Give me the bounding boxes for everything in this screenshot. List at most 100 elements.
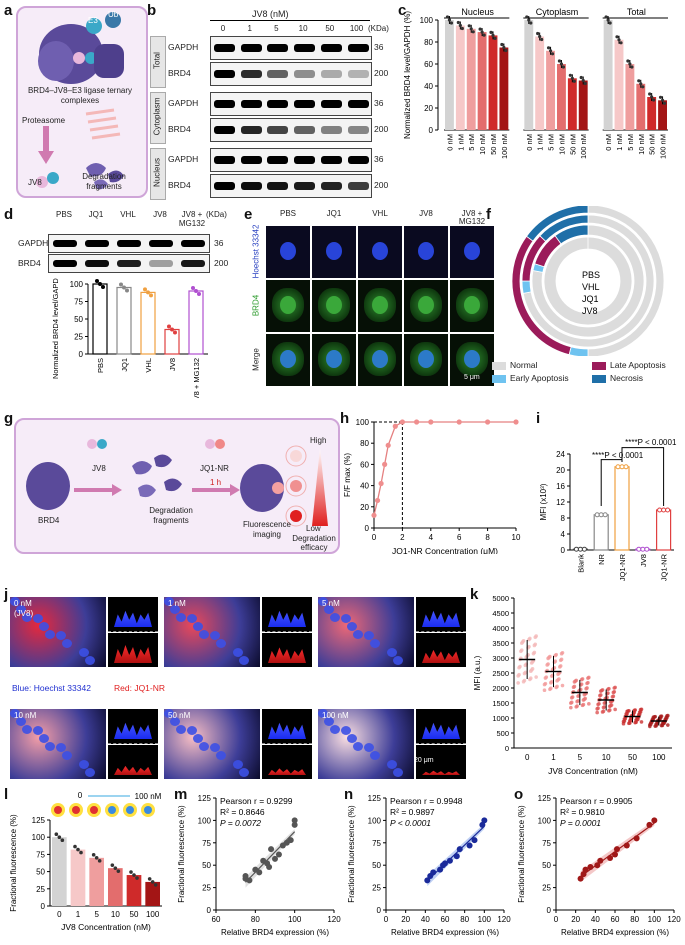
data-point bbox=[534, 675, 538, 679]
data-point bbox=[548, 687, 552, 692]
data-point bbox=[374, 497, 381, 504]
tile-label: 1 nM bbox=[168, 599, 186, 608]
micro-tile: 50 nM bbox=[164, 709, 260, 779]
data-point bbox=[579, 677, 584, 682]
legend-f: Normal Late Apoptosis Early Apoptosis Necro… bbox=[492, 360, 684, 396]
data-point bbox=[129, 870, 133, 874]
legend-blue: Blue: Hoechst 33342 bbox=[12, 683, 91, 693]
nucleus bbox=[341, 726, 351, 735]
imaging-label-g: Fluorescence imaging bbox=[242, 520, 292, 539]
surface-red bbox=[262, 745, 312, 779]
x-tick-label: 40 bbox=[421, 915, 430, 924]
conc-row-b: 0 1 5 10 50 100 bbox=[210, 24, 370, 36]
x-tick-label: 60 bbox=[212, 915, 221, 924]
heat-core bbox=[90, 806, 98, 814]
x-tick-label: 10 bbox=[512, 533, 521, 542]
bar bbox=[466, 28, 476, 130]
conc-label: 50 bbox=[325, 24, 335, 33]
nucleus bbox=[372, 296, 388, 314]
data-point bbox=[546, 46, 551, 50]
x-axis-label: Relative BRD4 expression (%) bbox=[221, 928, 329, 937]
section-label: Total bbox=[152, 52, 162, 69]
nucleus bbox=[330, 613, 340, 622]
data-point bbox=[471, 30, 475, 34]
donut-segment bbox=[531, 224, 645, 338]
x-tick-label: 100 nM bbox=[500, 134, 509, 159]
blot-band bbox=[240, 70, 262, 78]
micro-image bbox=[404, 334, 448, 386]
data-point bbox=[606, 18, 610, 22]
data-point bbox=[581, 546, 587, 552]
nucleus bbox=[56, 743, 66, 752]
data-point bbox=[456, 20, 460, 25]
y-tick-label: 0 bbox=[377, 906, 382, 915]
y-tick-label: 75 bbox=[542, 839, 551, 848]
data-point bbox=[382, 461, 388, 467]
fragments-label-a: Degradation fragments bbox=[82, 172, 126, 191]
scale-bar-label: 20 μm bbox=[414, 757, 434, 764]
data-point bbox=[458, 23, 462, 28]
data-point bbox=[113, 866, 118, 870]
y-tick-label: 4500 bbox=[492, 609, 509, 618]
protein-label: BRD4 bbox=[168, 180, 191, 190]
nucleus bbox=[330, 725, 340, 734]
data-point bbox=[579, 75, 583, 80]
data-point bbox=[447, 18, 452, 22]
y-tick-label: 20 bbox=[556, 466, 565, 475]
panel-h-label: h bbox=[340, 410, 350, 427]
y-tick-label: 50 bbox=[372, 861, 381, 870]
data-point bbox=[600, 710, 605, 714]
nucleus bbox=[233, 648, 243, 657]
bar bbox=[92, 283, 108, 355]
ring-label: VHL bbox=[582, 282, 600, 292]
data-point bbox=[640, 546, 646, 552]
nucleus bbox=[10, 709, 20, 718]
data-point bbox=[143, 287, 147, 292]
bar bbox=[603, 20, 613, 130]
group-label: Cytoplasm bbox=[536, 7, 579, 17]
blot-band bbox=[294, 182, 316, 190]
x-tick-label: 10 bbox=[111, 910, 120, 919]
data-point bbox=[540, 37, 544, 42]
bar bbox=[477, 32, 487, 130]
row-label: Merge bbox=[251, 348, 261, 371]
data-point bbox=[378, 480, 384, 487]
micro-tile: 0 nM (JV8) bbox=[10, 597, 106, 667]
legend-label: Necrosis bbox=[610, 373, 644, 383]
section-bar bbox=[150, 92, 166, 144]
bar bbox=[614, 466, 630, 551]
chart-i: 0 4 8 12 16 20 24 MFI (x10³) Blank NR JQ1-NR JV8 JV8… bbox=[539, 438, 677, 582]
data-point bbox=[149, 293, 153, 298]
data-point bbox=[194, 289, 198, 293]
data-point bbox=[479, 821, 486, 828]
panel-e-label: e bbox=[244, 206, 253, 223]
blot-band bbox=[347, 126, 369, 134]
data-point bbox=[613, 846, 620, 853]
data-point bbox=[119, 282, 123, 287]
panel-c-label: c bbox=[398, 2, 407, 19]
data-point bbox=[489, 30, 493, 34]
nucleus bbox=[187, 614, 197, 623]
micro-image bbox=[404, 226, 448, 278]
micro-tile: 1 nM bbox=[164, 597, 260, 667]
x-tick-label: 0 bbox=[525, 753, 530, 762]
data-point bbox=[523, 663, 528, 668]
nucleus bbox=[79, 760, 89, 769]
kda-label-b: (KDa) bbox=[368, 24, 389, 33]
bar bbox=[636, 83, 646, 130]
data-point bbox=[491, 33, 495, 37]
column-label: PBS bbox=[279, 209, 296, 218]
data-point bbox=[639, 720, 644, 724]
nucleus bbox=[364, 743, 374, 752]
y-tick-label: 75 bbox=[202, 839, 211, 848]
blot-band bbox=[320, 44, 342, 52]
bar bbox=[546, 50, 555, 130]
data-point bbox=[533, 635, 538, 640]
data-point bbox=[587, 863, 594, 870]
protein-label: GAPDH bbox=[168, 42, 199, 52]
bar bbox=[578, 80, 588, 130]
nucleus bbox=[353, 630, 363, 639]
blot-band bbox=[294, 126, 316, 134]
y-tick-label: 0 bbox=[79, 350, 84, 359]
